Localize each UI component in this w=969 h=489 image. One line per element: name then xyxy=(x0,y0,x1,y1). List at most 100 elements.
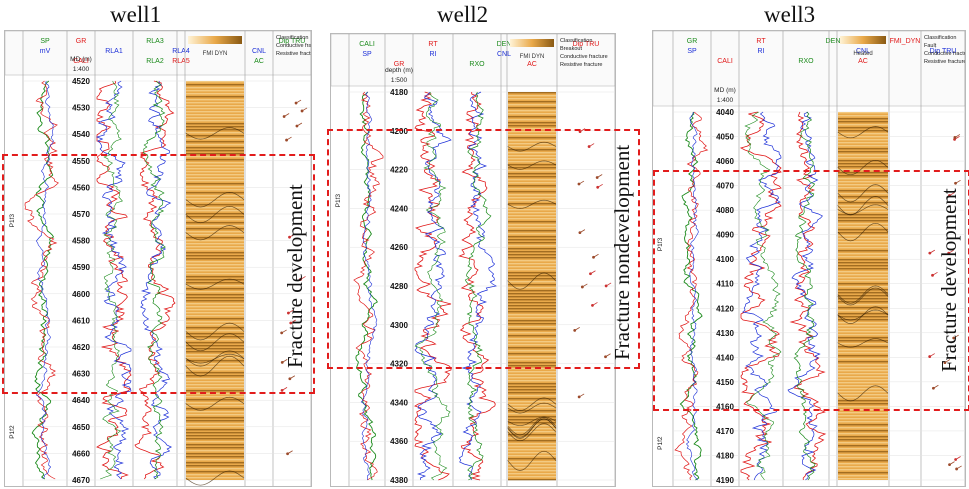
well1-annotation-label: Fracture development xyxy=(283,184,307,368)
well2-curve-label: CNL xyxy=(497,51,511,58)
well1-curve-label: RLA5 xyxy=(172,58,190,65)
well3-depth-tick: 4170 xyxy=(716,427,734,436)
well3-curve-label: RI xyxy=(758,48,765,55)
well1-log-curve xyxy=(134,80,176,480)
well1-curve-label: CALI xyxy=(73,58,89,65)
well3-log-curve xyxy=(742,111,782,481)
well2-curve-label: DEN xyxy=(497,41,512,48)
well3-curve-label: SP xyxy=(687,48,697,55)
well2-log-svg: CALI SP GR RT RI RXO DEN CNL AC Dip TRU depth (m) 1… xyxy=(331,34,615,486)
well1-depth-tick: 4670 xyxy=(72,476,90,485)
well2-curve-label: RT xyxy=(428,41,438,48)
well3-log-curve xyxy=(793,111,816,481)
well1-log-curve xyxy=(143,80,166,480)
well2-log-curve xyxy=(414,91,452,481)
well1-dip-tadpoles xyxy=(280,99,308,456)
well2-annotation-label: Fracture nondevelopment xyxy=(610,144,634,360)
well1-legend-item: Conductive fracture xyxy=(276,43,311,49)
well2-depth-tick: 4320 xyxy=(390,360,408,369)
well2-log-curve xyxy=(355,91,378,481)
well3-curve-label: CNL xyxy=(856,48,870,55)
well1-depth-tick: 4660 xyxy=(72,449,90,458)
well3-depth-tick: 4040 xyxy=(716,108,734,117)
well3-annotation-label: Fracture development xyxy=(937,188,961,372)
well3-log-curve xyxy=(744,111,782,481)
well1-legend-item: Classification xyxy=(276,35,308,41)
well2-depth-tick: 4180 xyxy=(390,88,408,97)
well1-image-scale-label: FMI DYN xyxy=(203,51,228,57)
well3-scale: 1:400 xyxy=(717,97,734,104)
well1-log-curve xyxy=(96,80,132,480)
well2-legend-item: Classification xyxy=(560,38,592,44)
well1-curve-label: RLA1 xyxy=(105,48,123,55)
well2-depth-tick: 4220 xyxy=(390,166,408,175)
well2-depth-tick: 4240 xyxy=(390,204,408,213)
well3-dip-tadpoles xyxy=(928,134,962,471)
well3-depth-tick: 4100 xyxy=(716,255,734,264)
well3-curve-label: FMI_DYN xyxy=(890,38,921,45)
well3-header: GR SP CALI RT RI RXO DEN CNL AC FMI_DYN Dip TRU MD … xyxy=(653,31,965,107)
well1-depth-tick: 4590 xyxy=(72,263,90,272)
well2-depth-tick: 4260 xyxy=(390,243,408,252)
well1-log-svg: SPmVCALIGRRLA1RLA2RLA3RLA4RLA5DENCNLACDi… xyxy=(5,31,311,486)
well1-curve-label: RLA4 xyxy=(172,48,190,55)
well2-depth-tick: 4380 xyxy=(390,476,408,485)
well1-curve-label: mV xyxy=(40,48,51,55)
well3-log-curve xyxy=(789,111,827,481)
well2-curve-label: RI xyxy=(430,51,437,58)
well1-header: SPmVCALIGRRLA1RLA2RLA3RLA4RLA5DENCNLACDi… xyxy=(5,31,311,76)
well3-depth-unit: MD (m) xyxy=(714,87,736,94)
well1-log-panel: SPmVCALIGRRLA1RLA2RLA3RLA4RLA5DENCNLACDi… xyxy=(4,30,312,487)
well3-depth-tick: 4090 xyxy=(716,231,734,240)
well3-depth-tick: 4190 xyxy=(716,476,734,485)
well3-depth-tick: 4180 xyxy=(716,451,734,460)
well1-zone-label: P1f2 xyxy=(9,425,16,439)
well1-depth-tick: 4630 xyxy=(72,370,90,379)
well1-depth-tick: 4580 xyxy=(72,237,90,246)
well1-depth-unit: MD (m) xyxy=(70,56,92,63)
well1-depth-tick: 4540 xyxy=(72,130,90,139)
well1-curve-label: GR xyxy=(76,38,87,45)
well2-image-log xyxy=(507,92,557,481)
well3-log-curve xyxy=(685,111,699,481)
well3-fracture-zone-box xyxy=(653,170,969,411)
well2-log-curve xyxy=(464,91,492,481)
well2-legend-item: Resistive fracture xyxy=(560,62,603,68)
well1-depth-tick: 4520 xyxy=(72,77,90,86)
well2-title: well2 xyxy=(437,2,489,27)
well3-zone-label: P1f2 xyxy=(657,436,664,450)
well3-depth-tick: 4060 xyxy=(716,157,734,166)
well1-curve-label: AC xyxy=(254,58,264,65)
well3-image-log xyxy=(837,112,889,480)
well1-depth-tick: 4620 xyxy=(72,343,90,352)
well1-image-log xyxy=(185,81,245,486)
well2-curve-label: AC xyxy=(527,61,537,68)
well2-log-curve xyxy=(458,91,497,481)
well3-depth-tick: 4120 xyxy=(716,304,734,313)
well2-image-scale-label: FMI DYN xyxy=(520,54,545,60)
well2-depth-tick: 4200 xyxy=(390,127,408,136)
well2-depth-unit: depth (m) xyxy=(385,67,413,74)
well2-curve-label: Dip TRU xyxy=(573,41,600,48)
well2-header: CALI SP GR RT RI RXO DEN CNL AC Dip TRU depth (m) 1… xyxy=(331,34,615,87)
well1-log-curve xyxy=(95,80,132,480)
well2-curve-label: GR xyxy=(394,61,405,68)
well3-depth-tick: 4160 xyxy=(716,402,734,411)
well2-legend-item: Conductive fracture xyxy=(560,54,608,60)
well1-depth-tick: 4530 xyxy=(72,104,90,113)
well3-curve-label: Dip TRU xyxy=(930,48,957,55)
well3-curve-label: AC xyxy=(858,58,868,65)
well2-dip-tadpoles xyxy=(573,128,612,399)
well3-title: well3 xyxy=(764,2,816,27)
well3-log-curve xyxy=(674,111,709,481)
well3-image-scale-label: Heated xyxy=(853,51,872,57)
well3-legend-item: Resistive fracture xyxy=(924,59,965,65)
well1-depth-tick: 4570 xyxy=(72,210,90,219)
well2-zone-label: P1f3 xyxy=(335,194,342,208)
well1-depth-tick: 4600 xyxy=(72,290,90,299)
well3-depth-tick: 4130 xyxy=(716,329,734,338)
well1-log-curve xyxy=(35,80,54,480)
well1-depth-tick: 4610 xyxy=(72,316,90,325)
well1-log-curve xyxy=(100,80,123,480)
well3-depth-tick: 4070 xyxy=(716,182,734,191)
